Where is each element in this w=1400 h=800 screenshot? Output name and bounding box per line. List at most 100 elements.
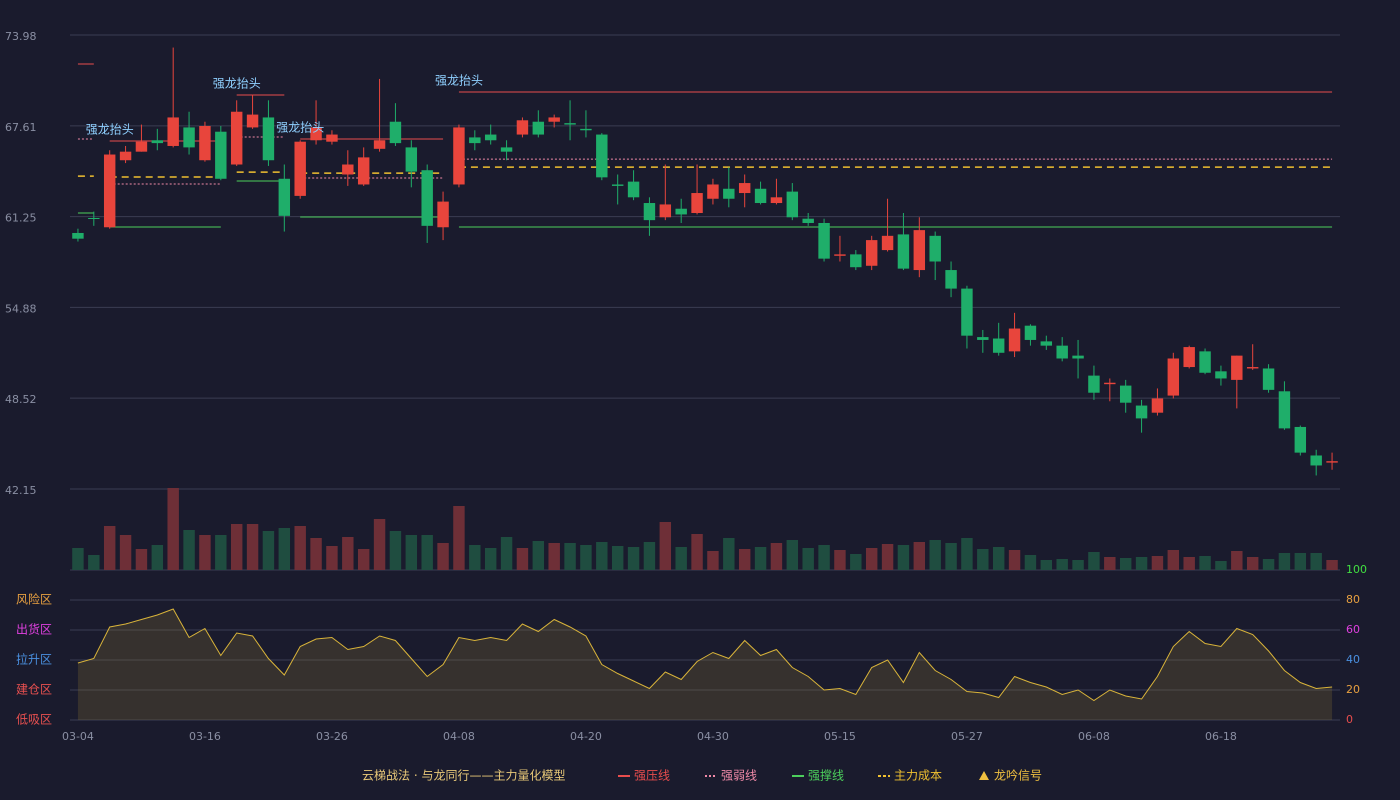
candle-body [961, 288, 973, 336]
candle-body [802, 218, 814, 223]
x-tick-label: 06-18 [1205, 730, 1237, 743]
zone-label: 建仓区 [16, 683, 52, 697]
volume-bar [1215, 561, 1227, 570]
signal-label: 强龙抬头 [276, 120, 324, 134]
volume-bar [500, 537, 513, 570]
candle-body [770, 197, 783, 204]
candle-body [675, 208, 687, 215]
zone-label: 风险区 [16, 592, 52, 607]
volume-bar [770, 543, 783, 570]
candle-body [580, 128, 592, 131]
volume-bar [135, 549, 148, 570]
volume-bar [151, 545, 164, 570]
volume-bar [659, 522, 672, 570]
candle-body [389, 121, 402, 144]
legend-label[interactable]: 强撑线 [808, 768, 844, 783]
candle-body [151, 140, 164, 144]
candle-body [294, 141, 306, 196]
candle-body [246, 114, 259, 128]
candle-body [119, 151, 132, 161]
legend-label[interactable]: 强压线 [634, 769, 670, 783]
volume-bar [262, 531, 275, 570]
volume-bar [1104, 557, 1116, 570]
candle-body [1310, 455, 1322, 466]
candle-body [199, 125, 211, 161]
volume-bar [850, 554, 862, 570]
volume-bar [1278, 553, 1291, 570]
candle-body [977, 337, 989, 340]
candle-body [103, 154, 116, 228]
legend-label[interactable]: 强弱线 [721, 769, 757, 783]
y-tick-label: 54.88 [5, 302, 37, 315]
x-tick-label: 03-04 [62, 730, 94, 743]
candle-body [230, 111, 243, 165]
candle-body [913, 230, 926, 271]
candle-body [1024, 325, 1037, 340]
candle-body [707, 184, 719, 199]
candle-body [1326, 461, 1338, 463]
candle-body [1215, 371, 1227, 379]
candle-body [865, 240, 878, 266]
volume-bar [834, 550, 846, 570]
candle-body [1104, 382, 1116, 385]
candle-body [135, 141, 148, 152]
x-tick-label: 03-26 [316, 730, 348, 743]
volume-bar [1040, 560, 1053, 570]
zone-label: 拉升区 [16, 652, 52, 667]
candle-body [548, 117, 560, 122]
volume-bar [580, 545, 592, 570]
signal-label: 强龙抬头 [86, 122, 134, 136]
candle-body [1151, 398, 1164, 413]
candle-body [834, 254, 846, 256]
legend-label[interactable]: 龙吟信号 [994, 768, 1042, 783]
candle-body [262, 117, 275, 161]
y2-tick-label: 80 [1346, 593, 1360, 606]
volume-bar [691, 534, 703, 570]
x-tick-label: 04-08 [443, 730, 475, 743]
y-tick-label: 42.15 [5, 484, 37, 497]
volume-bar [548, 543, 560, 570]
candle-body [738, 183, 751, 194]
candle-body [357, 157, 370, 185]
x-tick-label: 06-08 [1078, 730, 1110, 743]
volume-bar [596, 542, 608, 570]
volume-bar [802, 548, 814, 570]
volume-bar [1167, 550, 1180, 570]
volume-bar [1024, 555, 1037, 570]
candle-body [1119, 385, 1132, 403]
volume-bar [167, 488, 179, 570]
volume-bar [1072, 560, 1084, 570]
indicator-line [77, 608, 1333, 702]
volume-bar [611, 546, 624, 570]
volume-bar [484, 548, 497, 570]
legend-glyph [979, 771, 989, 780]
candle-body [183, 127, 195, 148]
candle-body [278, 178, 291, 216]
candle-body [1294, 426, 1307, 453]
candle-body [469, 137, 481, 144]
volume-bar [469, 545, 481, 570]
model-title: 云梯战法 · 与龙同行——主力量化模型 [362, 769, 565, 783]
volume-bar [1183, 557, 1195, 570]
volume-bar [310, 538, 322, 570]
volume-bar [1008, 550, 1021, 570]
zone-label: 出货区 [16, 622, 52, 637]
candle-body [627, 181, 640, 198]
candle-body [818, 222, 830, 259]
volume-bar [1294, 553, 1307, 570]
candle-body [992, 338, 1005, 353]
legend-label[interactable]: 主力成本 [894, 769, 942, 783]
x-tick-label: 04-30 [697, 730, 729, 743]
x-tick-label: 05-27 [951, 730, 983, 743]
volume-bar [754, 547, 767, 570]
volume-bar [881, 544, 894, 570]
volume-bar [103, 526, 116, 570]
y2-tick-label: 60 [1346, 623, 1360, 636]
y-tick-label: 48.52 [5, 393, 37, 406]
volume-bar [246, 524, 259, 570]
volume-bar [1151, 556, 1164, 570]
candle-body [659, 204, 672, 218]
candle-body [611, 184, 624, 186]
candle-body [484, 134, 497, 141]
zone-label: 低吸区 [16, 713, 52, 727]
